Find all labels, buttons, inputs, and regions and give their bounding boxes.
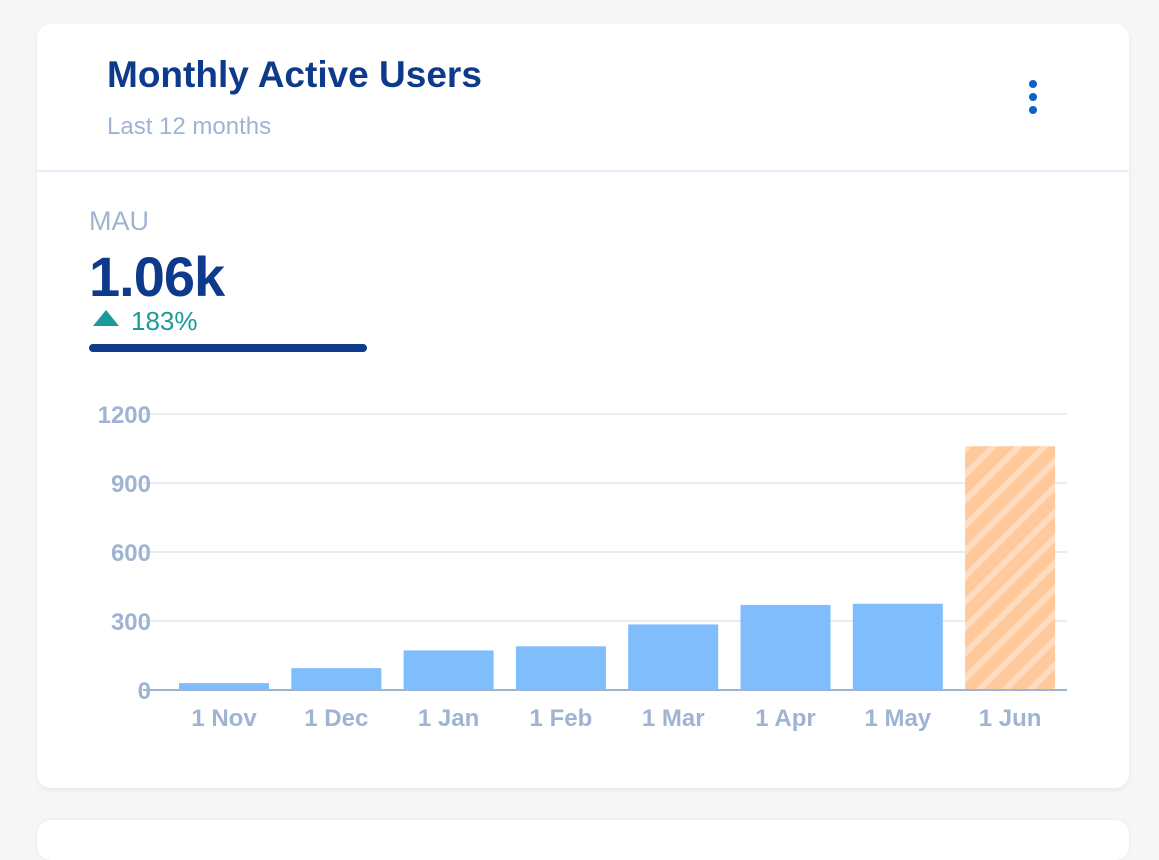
x-tick-label: 1 Jan xyxy=(418,705,479,732)
bar[interactable] xyxy=(740,604,831,689)
mau-bar-chart: 0 300 600 900 1200 1 Nov 1 Dec 1 Jan 1 Feb 1 Mar… xyxy=(98,402,1067,732)
y-tick-label: 300 xyxy=(111,609,151,636)
triangle-up-icon xyxy=(93,310,119,326)
x-axis-ticks: 1 Nov 1 Dec 1 Jan 1 Feb 1 Mar 1 Apr 1 May 1 Jun xyxy=(191,705,1041,732)
card-subtitle: Last 12 months xyxy=(107,113,272,140)
bar[interactable] xyxy=(852,603,943,689)
metric-label: MAU xyxy=(89,206,149,236)
active-tab-indicator xyxy=(89,344,367,352)
card-title: Monthly Active Users xyxy=(107,54,482,95)
bar[interactable] xyxy=(403,650,494,689)
metric-tab-mau[interactable]: MAU 1.06k 183% xyxy=(89,204,369,354)
bar[interactable] xyxy=(628,624,719,689)
y-axis-ticks: 0 300 600 900 1200 xyxy=(98,402,151,705)
next-card xyxy=(37,820,1129,860)
metric-change: 183% xyxy=(93,306,198,340)
bar[interactable] xyxy=(291,668,382,689)
y-tick-label: 0 xyxy=(138,678,151,705)
y-tick-label: 900 xyxy=(111,471,151,498)
y-tick-label: 1200 xyxy=(98,402,151,429)
mau-card: Monthly Active Users Last 12 months MAU … xyxy=(37,24,1129,788)
card-header: Monthly Active Users Last 12 months xyxy=(37,24,1129,172)
chart-bars xyxy=(179,446,1056,689)
x-tick-label: 1 Apr xyxy=(755,705,815,732)
chart-gridlines xyxy=(143,413,1067,691)
more-vertical-icon[interactable] xyxy=(1017,76,1049,118)
x-tick-label: 1 Jun xyxy=(979,705,1042,732)
y-tick-label: 600 xyxy=(111,540,151,567)
x-tick-label: 1 Nov xyxy=(191,705,257,732)
x-tick-label: 1 Dec xyxy=(304,705,368,732)
metric-change-value: 183% xyxy=(131,306,198,336)
x-tick-label: 1 Feb xyxy=(530,705,593,732)
bar[interactable] xyxy=(179,683,269,689)
x-tick-label: 1 May xyxy=(864,705,931,732)
x-tick-label: 1 Mar xyxy=(642,705,705,732)
bar[interactable] xyxy=(515,646,606,689)
metric-value: 1.06k xyxy=(89,245,225,308)
bar-current-month[interactable] xyxy=(965,446,1056,689)
